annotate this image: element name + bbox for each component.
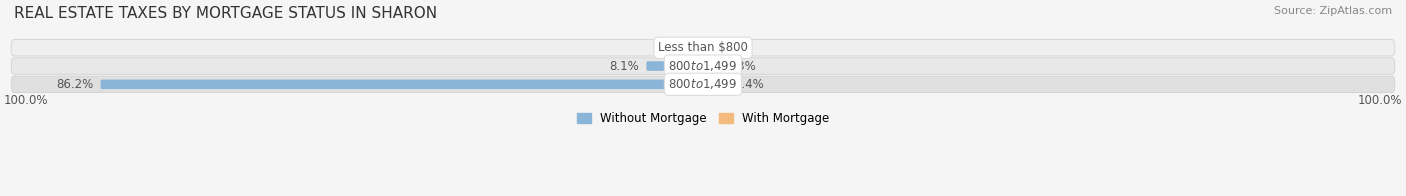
FancyBboxPatch shape xyxy=(11,76,1395,93)
Text: Source: ZipAtlas.com: Source: ZipAtlas.com xyxy=(1274,6,1392,16)
Text: REAL ESTATE TAXES BY MORTGAGE STATUS IN SHARON: REAL ESTATE TAXES BY MORTGAGE STATUS IN … xyxy=(14,6,437,21)
Text: $800 to $1,499: $800 to $1,499 xyxy=(668,59,738,73)
Text: 0.0%: 0.0% xyxy=(666,41,696,54)
Text: Less than $800: Less than $800 xyxy=(658,41,748,54)
FancyBboxPatch shape xyxy=(11,58,1395,74)
Text: 100.0%: 100.0% xyxy=(4,94,49,107)
Text: $800 to $1,499: $800 to $1,499 xyxy=(668,77,738,91)
Text: 100.0%: 100.0% xyxy=(1357,94,1402,107)
Legend: Without Mortgage, With Mortgage: Without Mortgage, With Mortgage xyxy=(572,107,834,130)
FancyBboxPatch shape xyxy=(647,61,703,71)
Text: 86.2%: 86.2% xyxy=(56,78,94,91)
Text: 2.3%: 2.3% xyxy=(725,60,756,73)
FancyBboxPatch shape xyxy=(703,80,727,89)
Text: 3.4%: 3.4% xyxy=(734,78,763,91)
FancyBboxPatch shape xyxy=(101,80,703,89)
Text: 8.1%: 8.1% xyxy=(610,60,640,73)
FancyBboxPatch shape xyxy=(11,40,1395,56)
FancyBboxPatch shape xyxy=(703,61,718,71)
Text: 0.0%: 0.0% xyxy=(710,41,740,54)
